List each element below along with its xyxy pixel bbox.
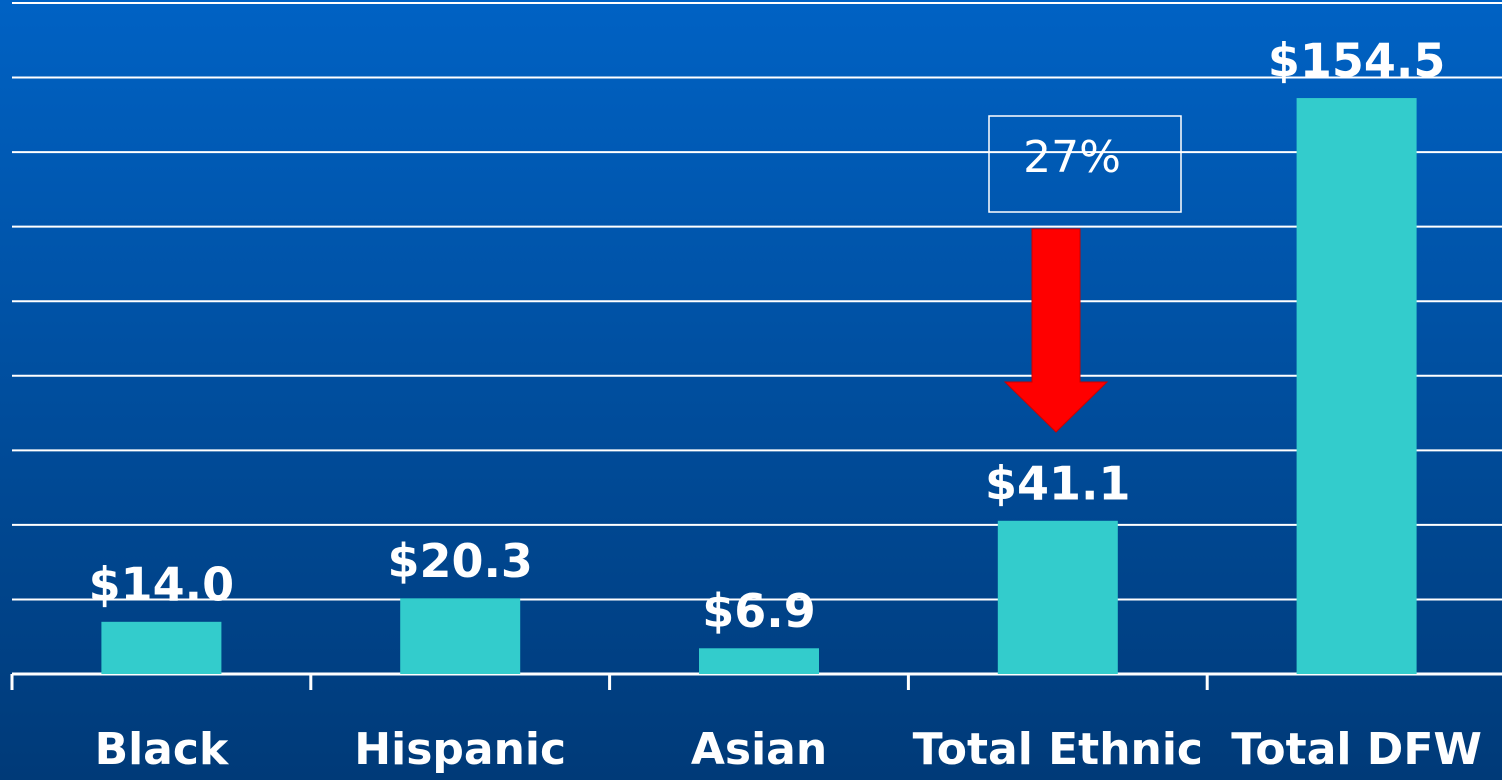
x-tick-label: Hispanic <box>354 724 566 775</box>
value-label: $154.5 <box>1268 34 1446 88</box>
bar <box>997 520 1118 674</box>
bar <box>1296 98 1417 674</box>
value-label: $41.1 <box>985 456 1131 510</box>
bar <box>400 598 521 674</box>
value-label: $14.0 <box>89 557 235 611</box>
annotation: 27% <box>1023 132 1121 183</box>
value-label: $6.9 <box>702 584 816 638</box>
x-tick-label: Black <box>95 724 230 775</box>
x-tick-label: Total Ethnic <box>913 724 1203 775</box>
bar <box>699 648 819 674</box>
annotation-box <box>988 115 1182 213</box>
value-label: $20.3 <box>387 534 533 588</box>
bar <box>101 621 222 674</box>
x-tick-label: Total DFW <box>1231 724 1482 775</box>
arrow <box>1003 228 1109 433</box>
x-tick-label: Asian <box>691 724 827 775</box>
